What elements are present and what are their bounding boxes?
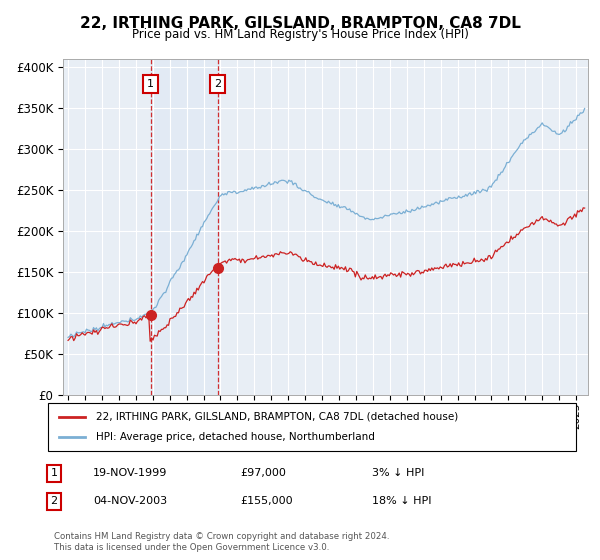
FancyBboxPatch shape <box>48 403 576 451</box>
Bar <box>151 59 218 395</box>
Text: 22, IRTHING PARK, GILSLAND, BRAMPTON, CA8 7DL (detached house): 22, IRTHING PARK, GILSLAND, BRAMPTON, CA… <box>95 412 458 422</box>
Text: Contains HM Land Registry data © Crown copyright and database right 2024.
This d: Contains HM Land Registry data © Crown c… <box>54 532 389 552</box>
Text: Price paid vs. HM Land Registry's House Price Index (HPI): Price paid vs. HM Land Registry's House … <box>131 28 469 41</box>
Text: 1: 1 <box>147 79 154 89</box>
Text: £97,000: £97,000 <box>240 468 286 478</box>
Text: 19-NOV-1999: 19-NOV-1999 <box>93 468 167 478</box>
Text: 18% ↓ HPI: 18% ↓ HPI <box>372 496 431 506</box>
Text: HPI: Average price, detached house, Northumberland: HPI: Average price, detached house, Nort… <box>95 432 374 442</box>
Text: £155,000: £155,000 <box>240 496 293 506</box>
Text: 1: 1 <box>50 468 58 478</box>
Text: 2: 2 <box>214 79 221 89</box>
Text: 3% ↓ HPI: 3% ↓ HPI <box>372 468 424 478</box>
Text: 04-NOV-2003: 04-NOV-2003 <box>93 496 167 506</box>
Text: 22, IRTHING PARK, GILSLAND, BRAMPTON, CA8 7DL: 22, IRTHING PARK, GILSLAND, BRAMPTON, CA… <box>80 16 520 31</box>
Text: 2: 2 <box>50 496 58 506</box>
